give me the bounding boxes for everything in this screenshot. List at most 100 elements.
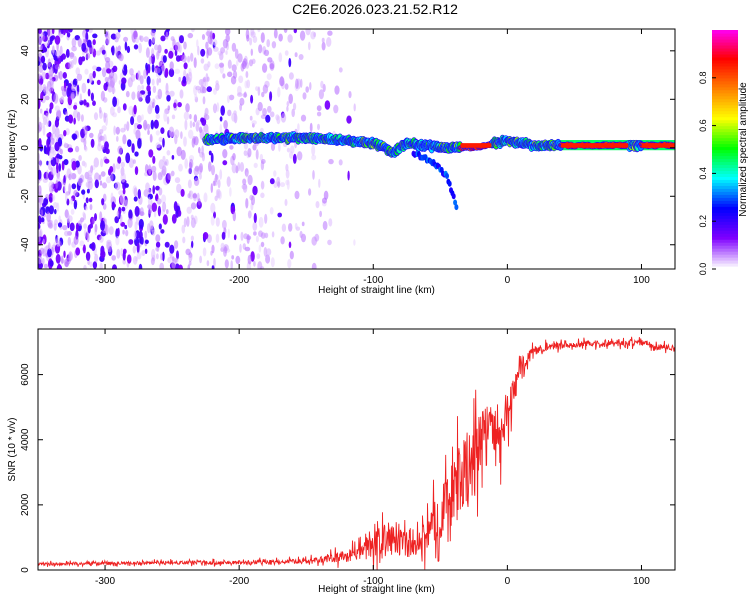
- noise-speck: [148, 164, 152, 175]
- noise-speck: [48, 242, 51, 251]
- noise-speck: [151, 78, 155, 86]
- noise-speck: [165, 82, 169, 94]
- noise-speck: [174, 177, 181, 184]
- noise-speck: [111, 203, 117, 209]
- noise-speck: [151, 229, 156, 236]
- noise-speck: [322, 220, 328, 231]
- noise-speck: [75, 91, 80, 97]
- colorbar-cell: [712, 239, 738, 243]
- noise-speck: [160, 229, 165, 234]
- noise-speck: [312, 170, 315, 180]
- y-axis-label-top: Frequency (Hz): [7, 110, 18, 179]
- noise-speck: [104, 141, 109, 150]
- noise-speck: [289, 151, 293, 159]
- noise-speck: [46, 138, 50, 148]
- noise-speck: [176, 183, 182, 194]
- noise-speck: [100, 90, 105, 102]
- noise-speck: [38, 228, 43, 239]
- noise-speck: [187, 264, 191, 269]
- noise-speck: [277, 86, 281, 98]
- noise-speck: [145, 47, 150, 58]
- noise-speck: [96, 79, 101, 85]
- noise-speck: [99, 180, 103, 186]
- noise-speck: [100, 250, 106, 259]
- noise-speck: [196, 119, 201, 126]
- noise-speck: [138, 42, 143, 54]
- noise-speck: [116, 135, 119, 142]
- noise-speck: [38, 29, 42, 34]
- noise-speck: [38, 116, 41, 124]
- noise-speck: [119, 193, 126, 205]
- noise-speck: [118, 80, 122, 85]
- noise-speck: [252, 144, 257, 151]
- noise-speck: [186, 76, 191, 85]
- noise-speck: [50, 57, 54, 63]
- noise-speck: [237, 53, 243, 63]
- noise-speck: [51, 82, 54, 92]
- noise-speck: [192, 121, 196, 128]
- noise-speck: [126, 121, 130, 132]
- noise-speck: [187, 179, 192, 189]
- noise-speck: [292, 153, 297, 164]
- colorbar-cell: [712, 38, 738, 43]
- noise-speck: [258, 44, 263, 54]
- noise-speck: [117, 29, 121, 33]
- noise-speck: [278, 33, 283, 42]
- noise-speck: [38, 99, 41, 110]
- noise-speck: [121, 77, 127, 85]
- noise-speck: [168, 126, 175, 138]
- noise-speck: [69, 52, 75, 58]
- noise-speck: [47, 222, 53, 229]
- colorbar-cell: [712, 119, 738, 124]
- noise-speck: [44, 86, 49, 95]
- noise-speck: [83, 138, 87, 147]
- noise-speck: [205, 31, 211, 37]
- noise-speck: [180, 131, 183, 140]
- noise-speck: [215, 217, 220, 227]
- noise-speck: [266, 248, 272, 256]
- colorbar-cell: [712, 53, 738, 58]
- noise-speck: [294, 190, 300, 200]
- colorbar: 0.0 0.2 0.4 0.6 0.8 Normalized spectral ampli…: [698, 30, 749, 275]
- noise-speck: [253, 212, 257, 224]
- noise-speck: [133, 196, 138, 202]
- noise-speck: [66, 212, 70, 224]
- noise-speck: [170, 36, 175, 42]
- noise-speck: [180, 149, 186, 160]
- noise-speck: [127, 77, 133, 88]
- noise-speck: [144, 248, 148, 254]
- noise-speck: [253, 260, 256, 267]
- noise-speck: [196, 39, 199, 48]
- noise-speck: [68, 183, 71, 194]
- noise-speck: [84, 162, 87, 168]
- noise-speck: [153, 210, 157, 218]
- noise-speck: [208, 161, 212, 172]
- noise-speck: [106, 68, 112, 74]
- noise-speck: [59, 45, 63, 56]
- noise-speck: [169, 90, 175, 97]
- noise-speck: [102, 182, 107, 189]
- noise-speck: [167, 172, 172, 180]
- noise-speck: [52, 124, 56, 135]
- noise-speck: [155, 185, 160, 191]
- noise-speck: [137, 124, 142, 130]
- noise-speck: [134, 221, 138, 231]
- branch-blob: [445, 173, 449, 179]
- noise-speck: [245, 198, 249, 209]
- noise-speck: [38, 169, 42, 180]
- noise-speck: [279, 182, 286, 188]
- noise-speck: [253, 162, 258, 169]
- noise-speck: [228, 94, 235, 101]
- colorbar-cell: [712, 146, 738, 151]
- noise-speck: [158, 77, 162, 83]
- noise-speck: [120, 161, 125, 168]
- noise-speck: [327, 239, 332, 246]
- noise-speck: [168, 68, 175, 78]
- noise-speck: [230, 260, 233, 269]
- snr-line: [38, 336, 675, 570]
- colorbar-cell: [712, 47, 738, 52]
- noise-speck: [190, 202, 197, 210]
- noise-speck: [91, 242, 96, 251]
- noise-speck: [71, 160, 77, 171]
- x-axis-label-top: Height of straight line (km): [318, 285, 435, 296]
